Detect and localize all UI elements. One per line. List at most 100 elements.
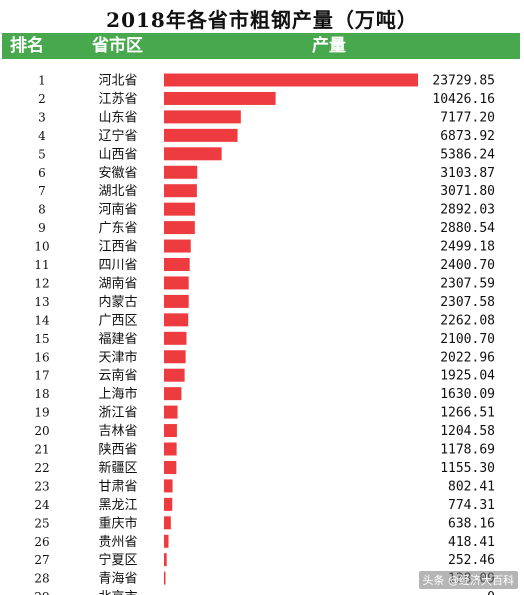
category-label: 宁夏区 [98, 552, 137, 568]
bar [164, 276, 189, 290]
bar [164, 571, 166, 585]
value-label: 23729.85 [432, 74, 495, 89]
rank-label: 4 [38, 129, 46, 143]
category-label: 北京市 [98, 589, 137, 595]
rank-label: 17 [34, 369, 49, 383]
bar [164, 553, 167, 567]
category-label: 山东省 [98, 110, 137, 125]
category-label: 青海省 [98, 572, 137, 587]
bar [164, 516, 171, 530]
value-label: 252.46 [448, 553, 495, 568]
value-label: 1204.58 [440, 424, 495, 439]
rank-label: 3 [38, 110, 46, 124]
category-label: 浙江省 [98, 406, 137, 421]
value-label: 10426.16 [432, 92, 495, 107]
rank-label: 21 [34, 443, 49, 457]
category-label: 江西省 [98, 240, 137, 255]
value-label: 1630.09 [440, 387, 495, 402]
category-label: 四川省 [98, 258, 137, 273]
bar [164, 294, 189, 308]
rank-label: 27 [34, 553, 49, 567]
category-label: 安徽省 [98, 166, 137, 181]
rank-label: 23 [34, 479, 49, 493]
value-label: 2100.70 [440, 332, 495, 347]
category-label: 广东省 [98, 221, 137, 236]
rank-label: 29 [34, 590, 49, 595]
bar [164, 91, 276, 105]
category-label: 甘肃省 [98, 479, 137, 494]
bar [164, 258, 190, 271]
category-label: 福建省 [98, 332, 137, 347]
header-rank: 排名 [10, 36, 44, 56]
category-label: 云南省 [98, 368, 137, 384]
rank-label: 6 [38, 166, 46, 180]
bar [164, 368, 185, 382]
bar [164, 221, 195, 235]
bar [164, 479, 173, 493]
value-label: 1178.69 [440, 443, 495, 458]
rank-label: 8 [38, 203, 46, 217]
table-header: 排名 省市区 产量 [2, 33, 520, 59]
value-label: 418.41 [448, 535, 495, 550]
category-label: 辽宁省 [98, 128, 137, 144]
category-label: 重庆市 [98, 515, 137, 531]
bar [164, 424, 177, 438]
value-label: 1925.04 [440, 369, 495, 384]
value-label: 2022.96 [440, 350, 495, 365]
bar [164, 460, 177, 474]
rank-label: 22 [34, 461, 49, 475]
value-label: 2262.08 [440, 313, 495, 328]
bar [164, 405, 178, 419]
rank-label: 25 [34, 516, 49, 530]
value-label: 2307.59 [440, 276, 495, 291]
rank-label: 13 [34, 295, 49, 309]
value-label: 774.31 [448, 498, 495, 513]
bar [164, 313, 189, 327]
category-label: 内蒙古 [98, 294, 137, 310]
value-label: 2400.70 [440, 258, 495, 273]
rank-label: 20 [34, 424, 49, 438]
rank-label: 16 [34, 350, 49, 364]
chart-title: 2018年各省市粗钢产量（万吨） [106, 8, 418, 32]
rank-label: 2 [38, 92, 46, 106]
rank-label: 18 [34, 387, 49, 401]
header-province: 省市区 [92, 36, 143, 56]
rank-label: 12 [34, 276, 49, 290]
category-label: 湖南省 [98, 275, 137, 291]
rank-label: 5 [38, 147, 46, 161]
category-label: 黑龙江 [98, 498, 137, 513]
bar [164, 128, 238, 142]
bar [164, 165, 198, 179]
value-label: 7177.20 [440, 110, 495, 125]
category-label: 天津市 [98, 349, 137, 365]
bar [164, 534, 169, 548]
bar [164, 350, 186, 364]
header-value: 产量 [312, 36, 346, 56]
category-label: 上海市 [98, 386, 137, 402]
rank-label: 9 [38, 221, 46, 235]
bar [164, 184, 197, 198]
category-label: 山西省 [98, 147, 137, 162]
category-label: 河北省 [98, 74, 137, 89]
value-label: 3071.80 [440, 184, 495, 199]
category-label: 河南省 [98, 202, 137, 218]
value-label: 6873.92 [440, 129, 495, 144]
value-label: 0 [487, 590, 495, 595]
category-label: 湖北省 [98, 184, 137, 199]
value-label: 3103.87 [440, 166, 495, 181]
rank-label: 14 [34, 313, 50, 327]
rank-label: 19 [34, 406, 49, 420]
rank-label: 11 [34, 258, 49, 272]
bar [164, 442, 177, 456]
value-label: 1155.30 [440, 461, 495, 476]
watermark: 头条 @经济大百科 [418, 571, 518, 589]
rank-label: 1 [38, 74, 46, 88]
value-label: 2892.03 [440, 203, 495, 218]
value-label: 802.41 [448, 479, 495, 494]
bar [164, 239, 191, 253]
value-label: 5386.24 [440, 147, 495, 162]
category-label: 吉林省 [98, 424, 137, 439]
value-label: 2499.18 [440, 240, 495, 255]
rank-label: 26 [34, 535, 49, 549]
